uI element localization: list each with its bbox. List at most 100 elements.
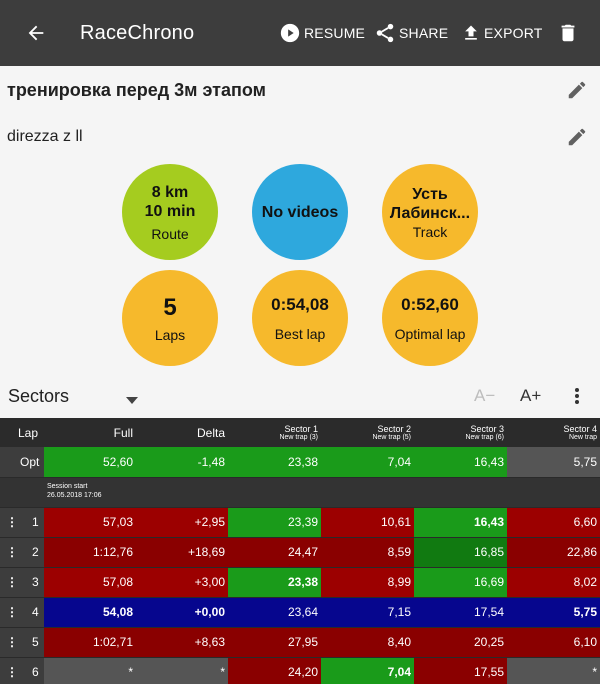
row-menu-icon[interactable]: ⋮ (6, 545, 18, 559)
sector-3-title: Sector 3 (470, 423, 504, 434)
lap-number: 6 (32, 665, 39, 679)
sector-1: 23,38 (228, 567, 321, 598)
sector-3: 16,85 (414, 537, 507, 568)
sector-3: 20,25 (414, 627, 507, 658)
sector-4-trap: New trap (568, 433, 597, 441)
full-time: 57,08 (44, 567, 136, 598)
font-decrease-button[interactable]: A− (474, 386, 496, 405)
delta: +3,00 (136, 567, 228, 598)
header-full[interactable]: Full (44, 418, 136, 447)
delta: +0,00 (136, 597, 228, 628)
share-icon (376, 23, 394, 43)
sector-2: 7,15 (321, 597, 414, 628)
sector-3: 17,55 (414, 657, 507, 684)
play-circle-icon (280, 23, 300, 43)
sector-4-title: Sector 4 (563, 423, 597, 434)
sector-3: 16,69 (414, 567, 507, 598)
lap-number: 3 (32, 575, 39, 589)
best-lap-stat[interactable]: 0:54,08 Best lap (252, 270, 348, 366)
trash-icon (561, 24, 575, 42)
resume-button[interactable]: RESUME (279, 22, 365, 44)
row-menu-icon[interactable]: ⋮ (6, 515, 18, 529)
view-selector[interactable]: Sectors (8, 386, 70, 406)
optimal-lap-stat[interactable]: 0:52,60 Optimal lap (382, 270, 478, 366)
full-time: * (44, 657, 136, 684)
optimal-row[interactable]: Opt 52,60 -1,48 23,38 7,04 16,43 5,75 (0, 447, 600, 478)
track-stat[interactable]: Усть Лабинск... Track (382, 164, 478, 260)
lap-number: 1 (32, 515, 39, 529)
table-row[interactable]: ⋮ 1 57,03 +2,95 23,39 10,61 16,43 6,60 (0, 507, 600, 538)
delta: +18,69 (136, 537, 228, 568)
header-sector-2[interactable]: Sector 2 New trap (5) (321, 418, 414, 447)
share-button[interactable]: SHARE (374, 22, 448, 44)
sector-4: 5,75 (507, 597, 600, 628)
lap-number: 4 (32, 605, 39, 619)
sector-1: 24,47 (228, 537, 321, 568)
header-delta[interactable]: Delta (136, 418, 228, 447)
sector-2: 7,04 (321, 657, 414, 684)
opt-s2: 7,04 (321, 447, 414, 478)
lap-cell[interactable]: ⋮ 2 (0, 537, 44, 568)
car-name: direzza z ll (7, 128, 83, 145)
sector-1: 24,20 (228, 657, 321, 684)
header-sector-1[interactable]: Sector 1 New trap (3) (228, 418, 321, 447)
lap-cell[interactable]: ⋮ 4 (0, 597, 44, 628)
row-menu-icon[interactable]: ⋮ (6, 605, 18, 619)
edit-car-button[interactable] (564, 124, 590, 150)
row-menu-icon[interactable]: ⋮ (6, 635, 18, 649)
table-row[interactable]: ⋮ 6 * * 24,20 7,04 17,55 * (0, 657, 600, 684)
sector-2: 8,99 (321, 567, 414, 598)
sector-4: * (507, 657, 600, 684)
table-row-best-lap[interactable]: ⋮ 4 54,08 +0,00 23,64 7,15 17,54 5,75 (0, 597, 600, 628)
delete-button[interactable] (557, 21, 582, 45)
lap-cell[interactable]: ⋮ 3 (0, 567, 44, 598)
row-menu-icon[interactable]: ⋮ (6, 665, 18, 679)
table-row[interactable]: ⋮ 5 1:02,71 +8,63 27,95 8,40 20,25 6,10 (0, 627, 600, 658)
font-increase-button[interactable]: A+ (520, 386, 542, 405)
videos-value: No videos (261, 203, 339, 221)
session-start-label: Session start (47, 482, 88, 490)
session-title: тренировка перед 3м этапом (7, 80, 266, 100)
sector-4: 6,60 (507, 507, 600, 538)
sector-2: 8,40 (321, 627, 414, 658)
more-options-icon[interactable] (571, 386, 583, 411)
edit-title-button[interactable] (564, 77, 590, 103)
row-menu-icon[interactable]: ⋮ (6, 575, 18, 589)
laps-label: Laps (154, 326, 186, 343)
resume-label: RESUME (304, 25, 366, 41)
sector-1: 23,39 (228, 507, 321, 538)
route-duration: 10 min (144, 202, 196, 220)
session-start-info: Session start 26.05.2018 17:06 (44, 477, 600, 508)
route-stat[interactable]: 8 km 10 min Route (122, 164, 218, 260)
track-name-line2: Лабинск... (389, 204, 471, 222)
optimal-lap-label: Optimal lap (394, 325, 466, 342)
lap-cell[interactable]: ⋮ 1 (0, 507, 44, 538)
lap-cell[interactable]: ⋮ 6 (0, 657, 44, 684)
upload-icon (465, 25, 477, 40)
lap-cell[interactable]: ⋮ 5 (0, 627, 44, 658)
app-title: RaceChrono (80, 22, 195, 44)
laps-stat[interactable]: 5 Laps (122, 270, 218, 366)
opt-full: 52,60 (44, 447, 136, 478)
header-lap[interactable]: Lap (0, 418, 44, 447)
sector-3: 17,54 (414, 597, 507, 628)
route-distance: 8 km (151, 183, 189, 201)
header-sector-3[interactable]: Sector 3 New trap (6) (414, 418, 507, 447)
pencil-icon (568, 128, 586, 146)
sector-1: 27,95 (228, 627, 321, 658)
table-row[interactable]: ⋮ 3 57,08 +3,00 23,38 8,99 16,69 8,02 (0, 567, 600, 598)
sector-4: 22,86 (507, 537, 600, 568)
back-button[interactable] (22, 19, 50, 47)
session-start-date: 26.05.2018 17:06 (47, 491, 102, 499)
sector-2-trap: New trap (5) (372, 433, 411, 441)
table-row[interactable]: ⋮ 2 1:12,76 +18,69 24,47 8,59 16,85 22,86 (0, 537, 600, 568)
full-time: 57,03 (44, 507, 136, 538)
opt-s1: 23,38 (228, 447, 321, 478)
header-sector-4[interactable]: Sector 4 New trap (507, 418, 600, 447)
dropdown-arrow-icon[interactable] (126, 392, 138, 410)
export-button[interactable]: EXPORT (461, 22, 543, 44)
videos-stat[interactable]: No videos (252, 164, 348, 260)
sector-1-trap: New trap (3) (279, 433, 318, 441)
sector-3-trap: New trap (6) (465, 433, 504, 441)
sector-4: 6,10 (507, 627, 600, 658)
